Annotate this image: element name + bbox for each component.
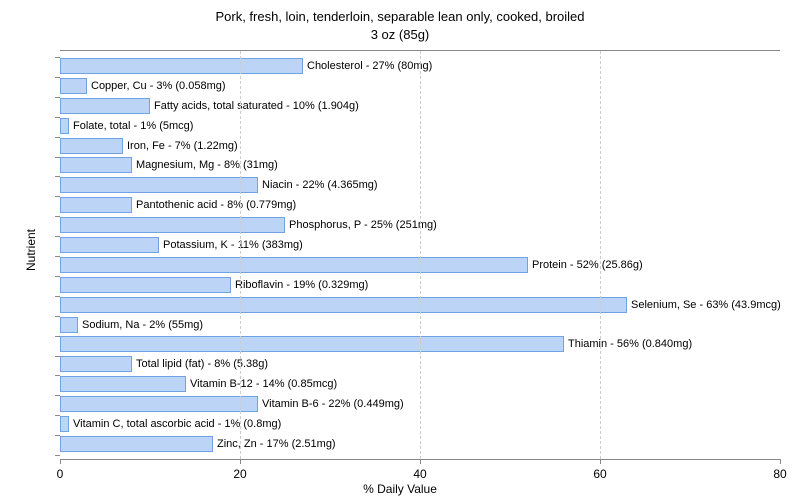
x-tick-mark — [420, 459, 421, 464]
x-tick-mark — [60, 459, 61, 464]
y-tick-mark — [55, 176, 60, 177]
bar-label: Riboflavin - 19% (0.329mg) — [231, 276, 368, 294]
y-tick-mark — [55, 336, 60, 337]
bar-label: Pantothenic acid - 8% (0.779mg) — [132, 196, 296, 214]
x-tick-mark — [600, 459, 601, 464]
x-tick-mark — [780, 459, 781, 464]
y-tick-mark — [55, 57, 60, 58]
bar — [60, 436, 213, 452]
y-tick-mark — [55, 455, 60, 456]
x-tick-label: 0 — [57, 467, 64, 481]
bar — [60, 98, 150, 114]
bar-label: Cholesterol - 27% (80mg) — [303, 57, 432, 75]
bar — [60, 237, 159, 253]
bar — [60, 78, 87, 94]
bar-label: Fatty acids, total saturated - 10% (1.90… — [150, 97, 359, 115]
bar — [60, 157, 132, 173]
x-axis-label: % Daily Value — [0, 482, 800, 496]
bar-label: Sodium, Na - 2% (55mg) — [78, 316, 203, 334]
y-tick-mark — [55, 157, 60, 158]
bar — [60, 138, 123, 154]
bar — [60, 317, 78, 333]
bar — [60, 58, 303, 74]
bar-label: Niacin - 22% (4.365mg) — [258, 176, 378, 194]
bar-label: Protein - 52% (25.86g) — [528, 256, 643, 274]
bar-label: Zinc, Zn - 17% (2.51mg) — [213, 435, 336, 453]
bar — [60, 177, 258, 193]
y-tick-mark — [55, 236, 60, 237]
bar-label: Vitamin C, total ascorbic acid - 1% (0.8… — [69, 415, 281, 433]
y-tick-mark — [55, 316, 60, 317]
y-tick-mark — [55, 375, 60, 376]
bar — [60, 356, 132, 372]
y-tick-mark — [55, 117, 60, 118]
plot-area: Cholesterol - 27% (80mg) Copper, Cu - 3% … — [60, 50, 780, 460]
chart-title-line2: 3 oz (85g) — [371, 27, 430, 42]
bar — [60, 297, 627, 313]
chart-title: Pork, fresh, loin, tenderloin, separable… — [0, 0, 800, 44]
bar-label: Magnesium, Mg - 8% (31mg) — [132, 156, 278, 174]
chart-title-line1: Pork, fresh, loin, tenderloin, separable… — [215, 9, 584, 24]
bar — [60, 396, 258, 412]
bar — [60, 197, 132, 213]
y-tick-mark — [55, 216, 60, 217]
grid-line — [240, 51, 241, 459]
x-tick-label: 60 — [593, 467, 606, 481]
bar-label: Copper, Cu - 3% (0.058mg) — [87, 77, 226, 95]
bar-label: Phosphorus, P - 25% (251mg) — [285, 216, 437, 234]
y-tick-mark — [55, 415, 60, 416]
y-tick-mark — [55, 196, 60, 197]
bar-label: Thiamin - 56% (0.840mg) — [564, 335, 692, 353]
y-tick-mark — [55, 97, 60, 98]
bar-label: Selenium, Se - 63% (43.9mcg) — [627, 296, 781, 314]
bar — [60, 257, 528, 273]
bar-label: Potassium, K - 11% (383mg) — [159, 236, 303, 254]
bar — [60, 336, 564, 352]
x-tick-label: 40 — [413, 467, 426, 481]
x-tick-label: 20 — [233, 467, 246, 481]
x-tick-label: 80 — [773, 467, 786, 481]
y-tick-mark — [55, 137, 60, 138]
bar-label: Folate, total - 1% (5mcg) — [69, 117, 193, 135]
bar-label: Iron, Fe - 7% (1.22mg) — [123, 137, 238, 155]
y-tick-mark — [55, 276, 60, 277]
bar — [60, 277, 231, 293]
y-tick-mark — [55, 296, 60, 297]
grid-line — [600, 51, 601, 459]
bar — [60, 416, 69, 432]
y-tick-mark — [55, 77, 60, 78]
bar — [60, 217, 285, 233]
bar-label: Vitamin B-6 - 22% (0.449mg) — [258, 395, 404, 413]
y-tick-mark — [55, 256, 60, 257]
bar — [60, 118, 69, 134]
bar-label: Total lipid (fat) - 8% (5.38g) — [132, 355, 268, 373]
x-tick-mark — [240, 459, 241, 464]
bar — [60, 376, 186, 392]
nutrient-chart: Pork, fresh, loin, tenderloin, separable… — [0, 0, 800, 500]
y-tick-mark — [55, 435, 60, 436]
bar-label: Vitamin B-12 - 14% (0.85mcg) — [186, 375, 337, 393]
y-tick-mark — [55, 395, 60, 396]
y-tick-mark — [55, 356, 60, 357]
grid-line — [420, 51, 421, 459]
y-axis-label: Nutrient — [24, 229, 38, 271]
